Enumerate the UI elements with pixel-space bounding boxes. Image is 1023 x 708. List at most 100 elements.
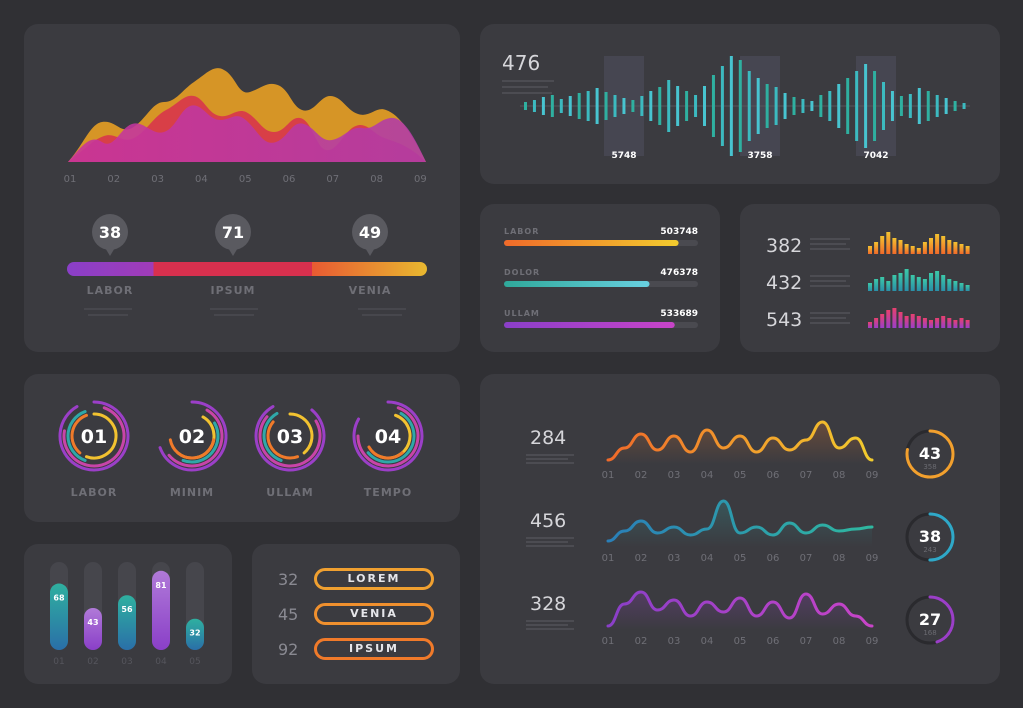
mini-bar bbox=[941, 236, 946, 254]
ring-number: 02 bbox=[179, 426, 205, 448]
mini-bar bbox=[953, 281, 958, 291]
mini-bar bbox=[959, 283, 964, 291]
vbar-label: 03 bbox=[121, 657, 132, 667]
vbar-fill bbox=[84, 607, 102, 650]
wave-bar bbox=[962, 103, 966, 109]
wave-bar bbox=[944, 98, 948, 114]
line-row-value: 328 bbox=[530, 593, 566, 615]
vbars-panel: 68 01 43 02 56 03 81 04 32 05 bbox=[24, 544, 232, 684]
wave-bar bbox=[765, 84, 769, 128]
mini-bar-row: 382 bbox=[766, 232, 970, 257]
mini-bar bbox=[941, 275, 946, 291]
venia-button[interactable]: VENIA bbox=[314, 603, 434, 625]
mini-bar bbox=[904, 316, 909, 328]
progress-fill bbox=[504, 322, 675, 328]
line-x-label: 09 bbox=[866, 553, 879, 564]
line-row-value: 456 bbox=[530, 510, 566, 532]
progress-value: 503748 bbox=[660, 227, 698, 237]
placeholder-line bbox=[810, 248, 850, 250]
line-x-label: 02 bbox=[635, 636, 648, 647]
mini-bar bbox=[874, 242, 879, 254]
lines-panel: 284 01 02 03 04 05 06 07 08 09 43 358 456 01 02 03 04 05 0… bbox=[480, 374, 1000, 684]
area-layer-magenta bbox=[68, 105, 426, 162]
mini-bar bbox=[898, 312, 903, 328]
wave-bar bbox=[926, 91, 930, 121]
line-x-label: 04 bbox=[701, 470, 714, 481]
mini-bar bbox=[874, 279, 879, 291]
wave-bar bbox=[711, 75, 715, 137]
placeholder-line bbox=[526, 628, 574, 630]
mini-bars-panel: 382 432 543 bbox=[740, 204, 1000, 352]
line-x-label: 03 bbox=[668, 636, 681, 647]
mini-bar-row: 543 bbox=[766, 308, 970, 331]
row-ring-sub: 358 bbox=[923, 463, 936, 471]
placeholder-text-lines bbox=[84, 308, 406, 316]
ring-arc bbox=[58, 400, 130, 472]
vbar-fill bbox=[152, 570, 170, 650]
vbar-label: 04 bbox=[155, 657, 167, 667]
wave-chart-svg: 01 02 03 04 05 06 07 08 09 38 LABOR 71 IPSUM 49 VENIA bbox=[64, 68, 427, 316]
wave-bar bbox=[604, 92, 608, 120]
progress-row: ULLAM 533689 bbox=[504, 309, 698, 328]
line-x-label: 05 bbox=[734, 553, 747, 564]
mini-bar bbox=[929, 238, 933, 254]
ring-arc bbox=[366, 411, 416, 464]
ipsum-button[interactable]: IPSUM bbox=[314, 638, 434, 660]
wave-bar bbox=[524, 102, 527, 110]
wave-bar bbox=[783, 93, 787, 119]
bar-wave-bars bbox=[524, 56, 966, 156]
lorem-button[interactable]: LOREM bbox=[314, 568, 434, 590]
vbar-label: 05 bbox=[189, 657, 200, 667]
wave-bar bbox=[819, 95, 823, 117]
wave-bar bbox=[613, 95, 617, 117]
wave-x-label: 08 bbox=[370, 174, 383, 185]
wave-bar bbox=[738, 60, 742, 152]
progress-panel: LABOR 503748 DOLOR 476378 ULLAM 533689 bbox=[480, 204, 720, 352]
wave-bar bbox=[541, 97, 545, 115]
wave-bar bbox=[882, 82, 885, 130]
mini-bar bbox=[910, 314, 915, 328]
progress-svg: LABOR 503748 DOLOR 476378 ULLAM 533689 bbox=[504, 227, 698, 328]
placeholder-line bbox=[810, 285, 850, 287]
placeholder-line bbox=[810, 275, 850, 277]
line-x-label: 05 bbox=[734, 470, 747, 481]
line-x-label: 06 bbox=[767, 553, 780, 564]
wave-bar bbox=[667, 80, 671, 132]
ring-arc bbox=[66, 410, 87, 462]
wave-x-label: 07 bbox=[326, 174, 339, 185]
line-x-label: 03 bbox=[668, 553, 681, 564]
line-x-label: 07 bbox=[800, 636, 813, 647]
marker-label: VENIA bbox=[349, 284, 392, 297]
wave-bar bbox=[729, 56, 733, 156]
placeholder-line bbox=[526, 624, 568, 626]
marker-label: IPSUM bbox=[211, 284, 256, 297]
placeholder-line bbox=[810, 322, 850, 324]
progress-label: DOLOR bbox=[504, 268, 540, 277]
mini-bar bbox=[880, 314, 885, 328]
wave-bar bbox=[595, 88, 599, 124]
mini-bar bbox=[886, 281, 891, 291]
wave-highlight-label: 5748 bbox=[611, 151, 636, 161]
marker-value: 49 bbox=[359, 223, 381, 242]
placeholder-line bbox=[526, 545, 574, 547]
ring-number: 04 bbox=[375, 426, 401, 448]
mini-bar bbox=[916, 316, 921, 328]
wave-bar bbox=[837, 84, 841, 128]
vbar-fill bbox=[118, 595, 136, 650]
row-ring-arc bbox=[905, 512, 955, 562]
ring-arc bbox=[266, 420, 300, 460]
wave-x-label: 01 bbox=[64, 174, 77, 185]
ring-arc bbox=[356, 406, 420, 468]
ring-arc bbox=[168, 438, 216, 460]
vertical-bar: 43 02 bbox=[84, 562, 102, 667]
ring-gauge: 02 MINIM bbox=[158, 400, 228, 499]
mini-bar bbox=[880, 277, 885, 291]
wave-bar bbox=[720, 66, 724, 146]
line-row-value: 284 bbox=[530, 427, 566, 449]
wave-bar bbox=[694, 95, 698, 117]
wave-bar bbox=[577, 93, 581, 119]
bar-wave-panel: 476 5748 3758 7042 bbox=[480, 24, 1000, 184]
progress-row: DOLOR 476378 bbox=[504, 268, 698, 287]
wave-bar bbox=[890, 91, 894, 121]
ring-arc bbox=[258, 415, 322, 468]
